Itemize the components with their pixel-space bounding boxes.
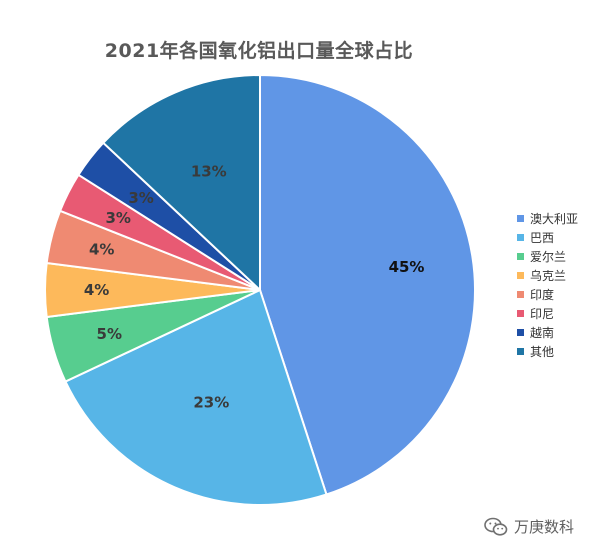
legend-label-3: 乌克兰 xyxy=(530,269,567,283)
chart-legend: 澳大利亚巴西爱尔兰乌克兰印度印尼越南其他 xyxy=(517,209,589,361)
watermark: 万庚数科 xyxy=(484,516,574,537)
legend-swatch-6 xyxy=(517,329,524,336)
legend-label-1: 巴西 xyxy=(530,231,555,245)
legend-item-4: 印度 xyxy=(517,285,589,304)
slice-label-0: 45% xyxy=(389,258,425,276)
slice-label-2: 5% xyxy=(97,325,122,343)
legend-item-0: 澳大利亚 xyxy=(517,209,589,228)
legend-item-1: 巴西 xyxy=(517,228,589,247)
legend-item-3: 乌克兰 xyxy=(517,266,589,285)
chart-title: 2021年各国氧化铝出口量全球占比 xyxy=(104,40,414,62)
legend-item-6: 越南 xyxy=(517,323,589,342)
slice-label-4: 4% xyxy=(89,240,114,258)
legend-swatch-5 xyxy=(517,310,524,317)
slice-label-7: 13% xyxy=(191,163,227,181)
legend-swatch-4 xyxy=(517,291,524,298)
legend-item-7: 其他 xyxy=(517,342,589,361)
wechat-icon xyxy=(484,517,508,536)
legend-swatch-2 xyxy=(517,253,524,260)
slice-label-3: 4% xyxy=(84,281,109,299)
legend-swatch-3 xyxy=(517,272,524,279)
slice-label-6: 3% xyxy=(128,189,153,207)
slice-label-5: 3% xyxy=(106,209,131,227)
legend-swatch-7 xyxy=(517,348,524,355)
legend-swatch-1 xyxy=(517,234,524,241)
legend-label-5: 印尼 xyxy=(530,307,555,321)
legend-label-4: 印度 xyxy=(530,288,555,302)
legend-label-2: 爱尔兰 xyxy=(530,250,567,264)
legend-label-6: 越南 xyxy=(530,326,555,340)
legend-label-7: 其他 xyxy=(530,345,555,359)
pie-slice-1 xyxy=(64,288,328,506)
pie-slice-7 xyxy=(101,73,261,293)
legend-swatch-0 xyxy=(517,215,524,222)
pie-slice-0 xyxy=(259,73,476,496)
slice-label-1: 23% xyxy=(193,393,229,411)
watermark-text: 万庚数科 xyxy=(514,518,575,536)
legend-label-0: 澳大利亚 xyxy=(530,212,579,226)
legend-item-5: 印尼 xyxy=(517,304,589,323)
legend-item-2: 爱尔兰 xyxy=(517,247,589,266)
